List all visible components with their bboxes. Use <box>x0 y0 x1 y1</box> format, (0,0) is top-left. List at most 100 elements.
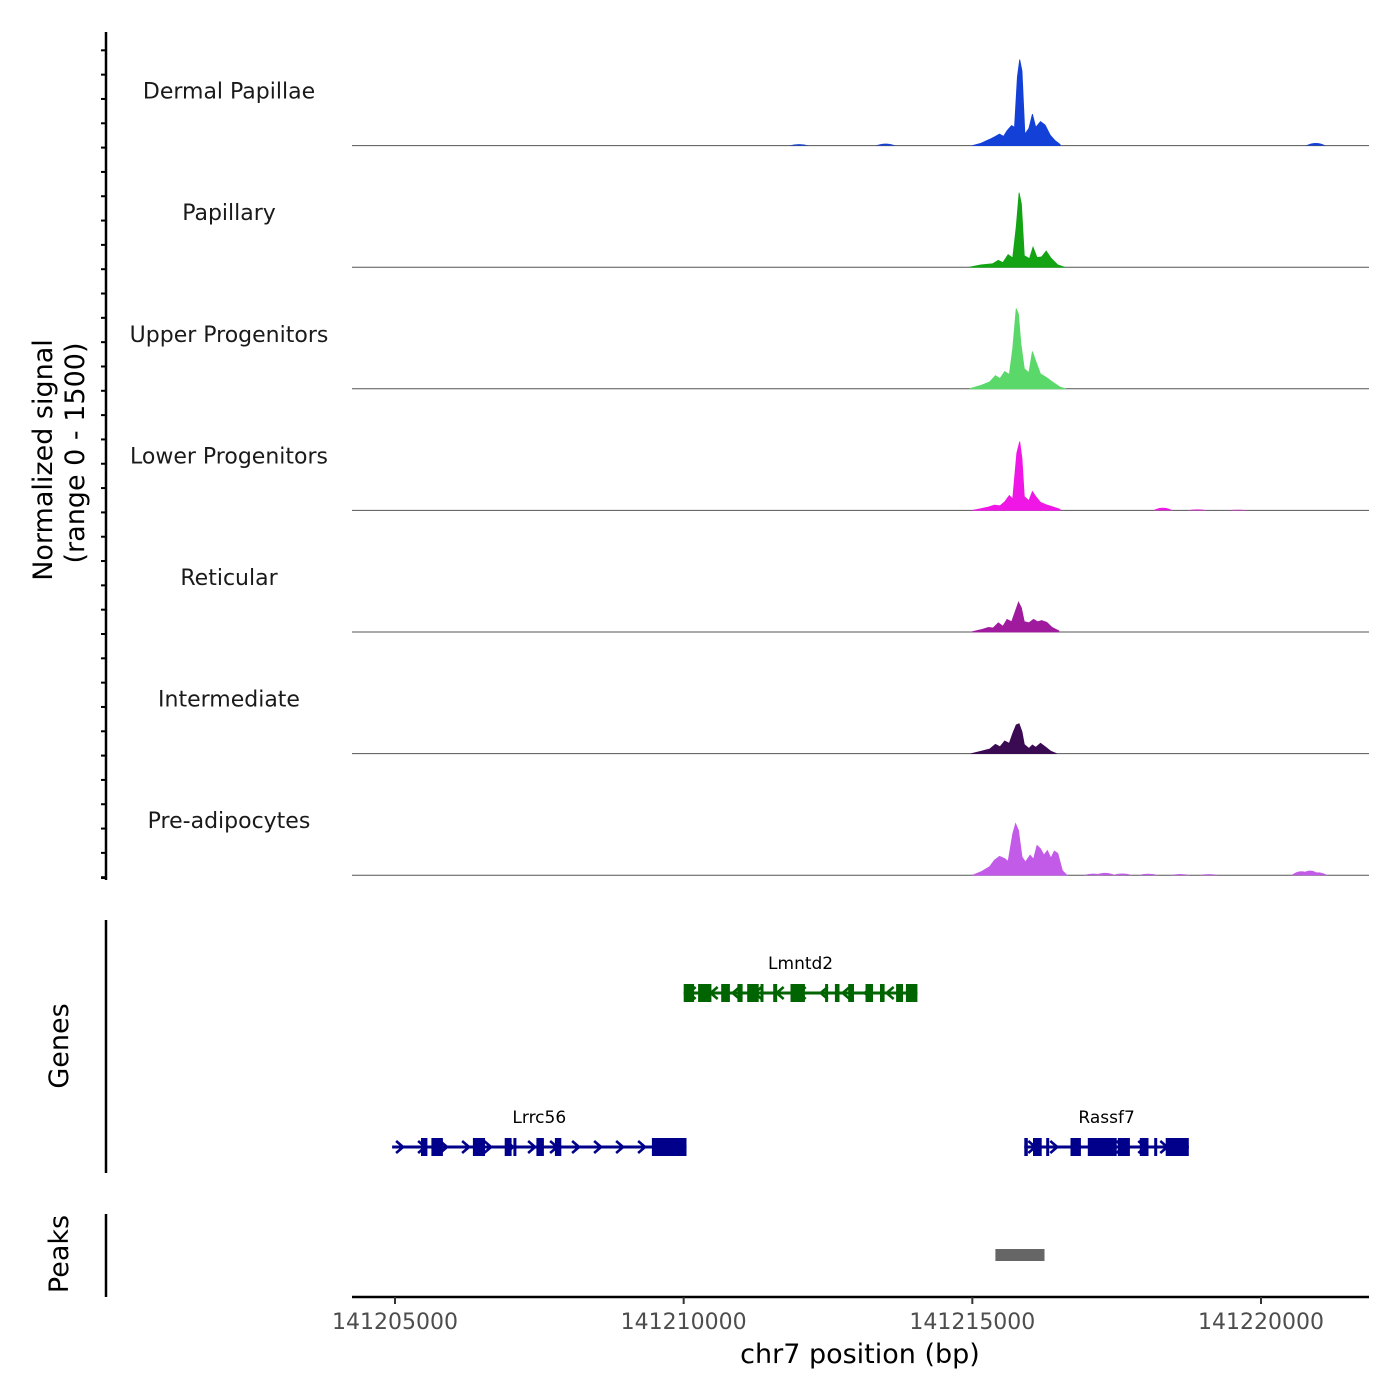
gene-label: Rassf7 <box>1078 1108 1134 1128</box>
gene-exon <box>737 984 743 1002</box>
signal-minor-bump <box>1112 873 1133 876</box>
gene-exon <box>1033 1138 1042 1156</box>
track-pre-adipocytes: Pre-adipocytes <box>148 809 1369 876</box>
gene-exon <box>472 1138 485 1156</box>
peak-region <box>995 1249 1045 1261</box>
signal-minor-bump <box>1187 509 1208 511</box>
gene-track: Lmntd2 Lrrc56 Rassf7 <box>392 954 1189 1156</box>
signal-minor-bump <box>1307 872 1328 876</box>
strand-arrow <box>395 1140 406 1154</box>
x-tick-label: 141215000 <box>909 1310 1035 1335</box>
y-axis-title-line2: (range 0 - 1500) <box>60 343 91 564</box>
gene-exon <box>825 984 829 1002</box>
track-label: Reticular <box>180 566 278 591</box>
gene-label: Lrrc56 <box>512 1108 566 1128</box>
strand-arrow <box>884 986 895 1000</box>
gene-exon <box>905 984 918 1002</box>
signal-minor-bump <box>1138 873 1159 876</box>
track-lower-progenitors: Lower Progenitors <box>130 441 1369 511</box>
signal-area <box>969 308 1067 390</box>
y-axis-title-line1: Normalized signal <box>28 339 59 581</box>
signal-minor-bump <box>1227 509 1248 511</box>
gene-exon <box>760 984 764 1002</box>
gene-exon <box>1046 1138 1050 1156</box>
signal-minor-bump <box>1305 143 1326 146</box>
gene-exon <box>865 984 873 1002</box>
strand-arrow <box>840 986 851 1000</box>
track-intermediate: Intermediate <box>158 688 1369 755</box>
gene-exon <box>1117 1138 1130 1156</box>
genes-axis-title: Genes <box>44 1003 75 1088</box>
strand-arrow <box>527 1140 538 1154</box>
signal-area <box>969 192 1065 268</box>
track-dermal-papillae: Dermal Papillae <box>143 59 1369 147</box>
gene-lrrc56: Lrrc56 <box>392 1108 687 1156</box>
gene-exon <box>721 984 730 1002</box>
signal-y-axis <box>101 32 108 880</box>
signal-area <box>971 723 1057 754</box>
track-label: Dermal Papillae <box>143 80 315 105</box>
strand-arrow <box>483 1140 494 1154</box>
x-tick-label: 141220000 <box>1198 1310 1324 1335</box>
gene-exon <box>790 984 805 1002</box>
strand-arrow <box>637 1140 648 1154</box>
gene-label: Lmntd2 <box>768 954 833 974</box>
track-upper-progenitors: Upper Progenitors <box>130 308 1369 390</box>
strand-arrow <box>461 1140 472 1154</box>
gene-exon <box>554 1138 562 1156</box>
gene-exon <box>1165 1138 1189 1156</box>
signal-area <box>972 441 1061 511</box>
signal-area <box>972 822 1068 876</box>
gene-exon <box>504 1138 512 1156</box>
signal-minor-bump <box>1170 873 1191 876</box>
signal-minor-bump <box>1152 507 1173 511</box>
track-reticular: Reticular <box>180 566 1369 633</box>
gene-exon <box>1024 1138 1028 1156</box>
strand-arrow <box>730 986 741 1000</box>
signal-area <box>972 59 1061 146</box>
gene-exon <box>848 984 854 1002</box>
strand-arrow <box>615 1140 626 1154</box>
strand-arrow <box>1049 1140 1060 1154</box>
x-axis: 141205000 141210000 141215000 141220000 <box>332 1297 1324 1335</box>
gene-exon <box>1154 1138 1158 1156</box>
gene-exon <box>834 984 840 1002</box>
signal-area <box>971 601 1060 633</box>
gene-exon <box>536 1138 544 1156</box>
gene-exon <box>773 984 778 1002</box>
gene-exon <box>1139 1138 1149 1156</box>
peak-track <box>995 1249 1045 1261</box>
signal-minor-bump <box>875 143 896 146</box>
gene-exon <box>513 1138 517 1156</box>
gene-exon <box>683 984 695 1002</box>
gene-exon <box>698 984 712 1002</box>
signal-minor-bump <box>789 144 810 146</box>
x-tick-label: 141205000 <box>332 1310 458 1335</box>
strand-arrow <box>593 1140 604 1154</box>
gene-exon <box>1087 1138 1117 1156</box>
gene-exon <box>747 984 759 1002</box>
x-axis-title: chr7 position (bp) <box>740 1339 980 1370</box>
gene-exon <box>896 984 903 1002</box>
y-axis-title: Normalized signal (range 0 - 1500) <box>28 339 91 581</box>
peaks-axis-title: Peaks <box>44 1215 75 1293</box>
gene-exon <box>421 1138 428 1156</box>
x-tick-label: 141210000 <box>621 1310 747 1335</box>
gene-exon <box>1070 1138 1081 1156</box>
signal-minor-bump <box>1095 872 1116 876</box>
track-label: Intermediate <box>158 688 300 713</box>
gene-exon <box>431 1138 443 1156</box>
signal-tracks: Dermal Papillae Papillary Upper Progenitor… <box>130 59 1369 876</box>
gene-lmntd2: Lmntd2 <box>683 954 918 1002</box>
gene-exon <box>880 984 885 1002</box>
gene-rassf7: Rassf7 <box>1024 1108 1189 1156</box>
track-label: Papillary <box>182 201 276 226</box>
track-label: Upper Progenitors <box>130 323 329 348</box>
track-label: Lower Progenitors <box>130 444 328 469</box>
gene-exon <box>651 1138 687 1156</box>
strand-arrow <box>571 1140 582 1154</box>
signal-minor-bump <box>1199 874 1219 876</box>
track-papillary: Papillary <box>182 192 1369 268</box>
track-label: Pre-adipocytes <box>148 809 311 834</box>
